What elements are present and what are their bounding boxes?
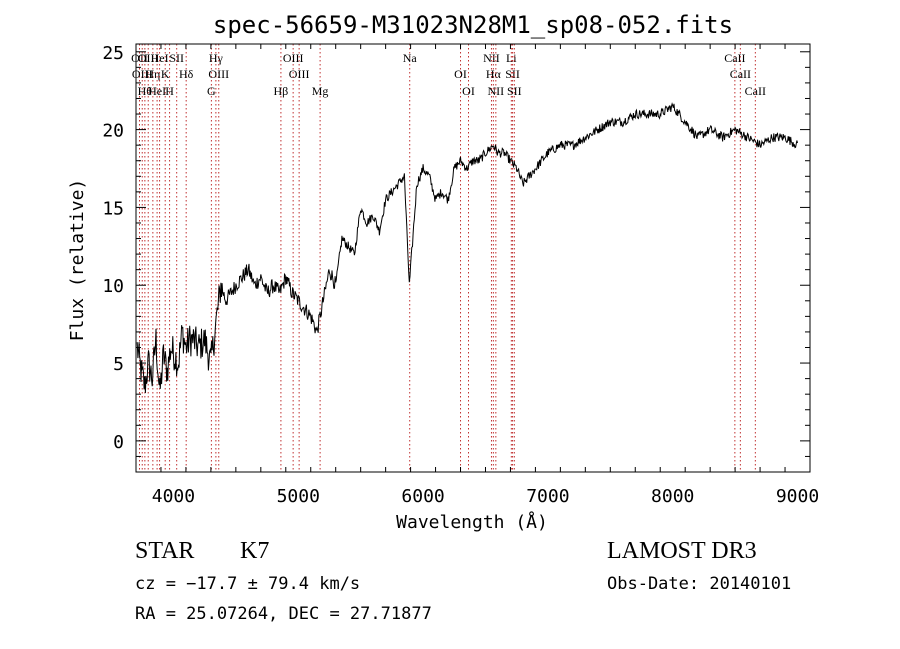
line-label: Hγ (209, 51, 224, 65)
line-label: K (161, 67, 170, 81)
line-label: NII (488, 84, 505, 98)
line-label: G (207, 84, 216, 98)
line-label: Hη (145, 67, 160, 81)
spectrum-chart: spec-56659-M31023N28M1_sp08-052.fits OII… (67, 11, 819, 533)
ra-dec: RA = 25.07264, DEC = 27.71877 (135, 604, 432, 624)
y-tick-label: 25 (102, 43, 124, 64)
chart-title: spec-56659-M31023N28M1_sp08-052.fits (213, 11, 733, 39)
line-label: CaII (730, 67, 751, 81)
x-tick-label: 5000 (277, 486, 320, 507)
x-tick-label: 7000 (526, 486, 569, 507)
x-tick-label: 6000 (401, 486, 444, 507)
x-axis-label: Wavelength (Å) (396, 511, 548, 533)
line-label: Li (506, 51, 517, 65)
line-label: OI (454, 67, 467, 81)
spectrum-line (136, 102, 798, 394)
line-label: HeI (148, 84, 166, 98)
line-label: HeI (151, 51, 169, 65)
line-label: Hα (486, 67, 502, 81)
plot-frame (135, 43, 811, 473)
line-label: OIII (283, 51, 304, 65)
line-label: Hβ (274, 84, 289, 98)
line-label: CaII (724, 51, 745, 65)
obs-date: Obs-Date: 20140101 (607, 574, 792, 594)
line-label: OIII (132, 67, 153, 81)
x-tick-label: 4000 (152, 486, 195, 507)
line-label: H (165, 84, 174, 98)
line-label: Hδ (179, 67, 194, 81)
line-label: OIII (289, 67, 310, 81)
y-tick-label: 5 (113, 354, 124, 375)
line-label: Na (403, 51, 418, 65)
survey-name: LAMOST DR3 (607, 538, 757, 564)
line-label: SII (507, 84, 522, 98)
line-label: CaII (745, 84, 766, 98)
y-tick-label: 0 (113, 432, 124, 453)
y-tick-label: 10 (102, 276, 124, 297)
line-label: SII (169, 51, 184, 65)
line-label: Hθ (138, 84, 153, 98)
y-tick-label: 20 (102, 121, 124, 142)
line-label: OIII (208, 67, 229, 81)
redshift-cz: cz = −17.7 ± 79.4 km/s (135, 574, 361, 594)
line-label: SII (505, 67, 520, 81)
line-label: OIII (138, 51, 159, 65)
y-tick-label: 15 (102, 198, 124, 219)
object-class: STAR (135, 538, 195, 564)
line-label: NII (483, 51, 500, 65)
y-axis-label: Flux (relative) (67, 179, 88, 342)
object-subclass: K7 (240, 538, 270, 564)
x-tick-label: 8000 (651, 486, 694, 507)
line-label: Mg (312, 84, 329, 98)
line-label: OII (131, 51, 148, 65)
x-tick-label: 9000 (776, 486, 819, 507)
line-label: OI (462, 84, 475, 98)
